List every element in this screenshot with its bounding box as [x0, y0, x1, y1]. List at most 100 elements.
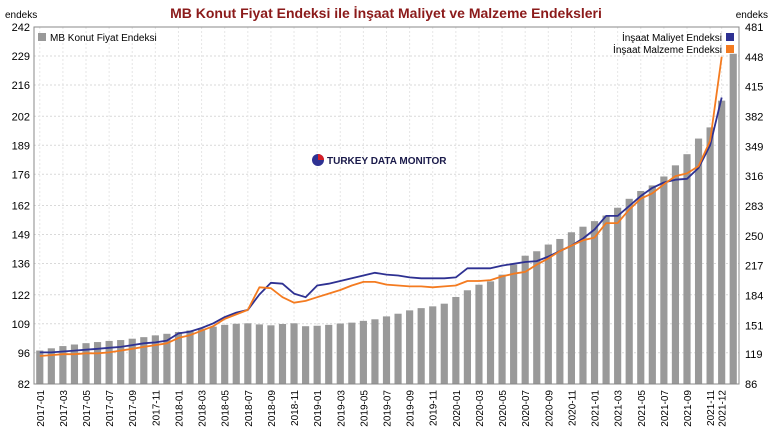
- right-tick-label: 151: [745, 320, 763, 332]
- bar: [648, 185, 656, 384]
- bar: [556, 238, 564, 384]
- bar: [671, 165, 680, 384]
- x-tick-label: 2018-09: [267, 390, 278, 427]
- right-tick-label: 283: [745, 201, 763, 213]
- x-tick-label: 2019-07: [383, 390, 394, 427]
- bar: [544, 244, 552, 384]
- bar: [567, 232, 576, 384]
- bar: [186, 330, 194, 384]
- right-tick-label: 217: [745, 261, 763, 273]
- bar-series: [36, 53, 737, 385]
- bar: [336, 323, 344, 384]
- left-axis-unit: endeks: [5, 10, 37, 21]
- legend-label-bar: MB Konut Fiyat Endeksi: [50, 33, 157, 44]
- watermark: TURKEY DATA MONITOR: [312, 154, 447, 167]
- bar: [602, 215, 610, 384]
- x-tick-label: 2021-11: [706, 390, 717, 426]
- bar: [47, 348, 55, 384]
- left-tick-label: 82: [18, 379, 30, 391]
- line-material-index: [39, 56, 723, 357]
- bar: [221, 324, 229, 384]
- bar: [440, 303, 448, 384]
- bar: [105, 340, 113, 384]
- right-tick-label: 86: [745, 379, 757, 391]
- x-tick-label: 2018-11: [290, 390, 301, 426]
- bar: [244, 323, 252, 384]
- chart-title: MB Konut Fiyat Endeksi ile İnşaat Maliye…: [170, 5, 602, 21]
- x-tick-label: 2017-11: [151, 390, 162, 426]
- bar: [417, 308, 425, 384]
- x-tick-label: 2019-03: [336, 390, 347, 427]
- bar: [278, 323, 287, 384]
- left-tick-label: 216: [12, 80, 30, 92]
- left-tick-label: 109: [12, 319, 30, 331]
- bar: [151, 335, 159, 384]
- bar: [590, 221, 599, 384]
- right-tick-label: 448: [745, 52, 763, 64]
- plot-frame: [33, 26, 740, 385]
- bar: [533, 251, 541, 384]
- right-tick-label: 250: [745, 231, 763, 243]
- left-tick-label: 136: [12, 259, 30, 271]
- right-tick-label: 349: [745, 141, 763, 153]
- x-tick-label: 2019-09: [406, 390, 417, 427]
- left-tick-label: 229: [12, 51, 30, 63]
- left-tick-label: 96: [18, 348, 30, 360]
- x-tick-label: 2020-01: [452, 390, 463, 427]
- legend-label-material: İnşaat Malzeme Endeksi: [613, 43, 722, 56]
- right-tick-label: 184: [745, 290, 763, 302]
- right-tick-label: 481: [745, 22, 763, 34]
- line-cost-index: [39, 97, 723, 354]
- left-tick-label: 189: [12, 140, 30, 152]
- bar: [463, 290, 471, 384]
- x-tick-label: 2021-01: [591, 390, 602, 427]
- x-tick-label: 2017-03: [59, 390, 70, 427]
- x-tick-label: 2021-05: [637, 390, 648, 427]
- bar: [302, 326, 310, 384]
- x-tick-label: 2020-11: [567, 390, 578, 426]
- bar: [371, 319, 379, 384]
- bar: [359, 320, 367, 384]
- bar: [683, 154, 691, 384]
- x-tick-label: 2017-05: [82, 390, 93, 427]
- bar: [614, 207, 622, 384]
- bar: [325, 324, 333, 384]
- legend-swatch-material: [726, 45, 734, 53]
- left-tick-label: 176: [12, 169, 30, 181]
- bar: [59, 346, 67, 384]
- legend-swatch-bar: [38, 33, 46, 41]
- right-tick-label: 316: [745, 171, 763, 183]
- bar: [660, 176, 668, 384]
- bar: [382, 316, 391, 384]
- x-tick-label: 2021-09: [683, 390, 694, 427]
- right-tick-label: 119: [745, 349, 763, 361]
- x-tick-label: 2018-05: [221, 390, 232, 427]
- bar: [706, 127, 714, 384]
- x-tick-label: 2019-01: [313, 390, 324, 427]
- right-axis: 86 119 151 184 217 250 283 316 349 382 415 448 481: [745, 22, 763, 391]
- x-tick-label: 2017-07: [105, 390, 116, 427]
- right-tick-label: 415: [745, 82, 763, 94]
- bar: [394, 313, 402, 384]
- left-axis: 82 96 109 122 136 149 162 176 189 202 216 229 242: [12, 22, 30, 391]
- bar: [255, 324, 263, 384]
- left-tick-label: 162: [12, 201, 30, 213]
- bar: [232, 323, 240, 384]
- bar: [209, 326, 217, 384]
- x-tick-label: 2018-03: [198, 390, 209, 427]
- x-tick-label: 2017-01: [36, 390, 47, 427]
- bar: [267, 325, 275, 384]
- x-tick-label: 2018-07: [244, 390, 255, 427]
- bar: [128, 338, 136, 384]
- x-tick-label: 2018-01: [174, 390, 185, 427]
- right-axis-unit: endeks: [736, 10, 768, 21]
- bar: [36, 350, 44, 384]
- left-tick-label: 149: [12, 230, 30, 242]
- right-tick-label: 382: [745, 111, 763, 123]
- left-tick-label: 242: [12, 22, 30, 34]
- bar: [625, 198, 633, 384]
- left-tick-label: 202: [12, 111, 30, 123]
- watermark-logo-slice: [318, 154, 324, 160]
- bar: [510, 264, 518, 384]
